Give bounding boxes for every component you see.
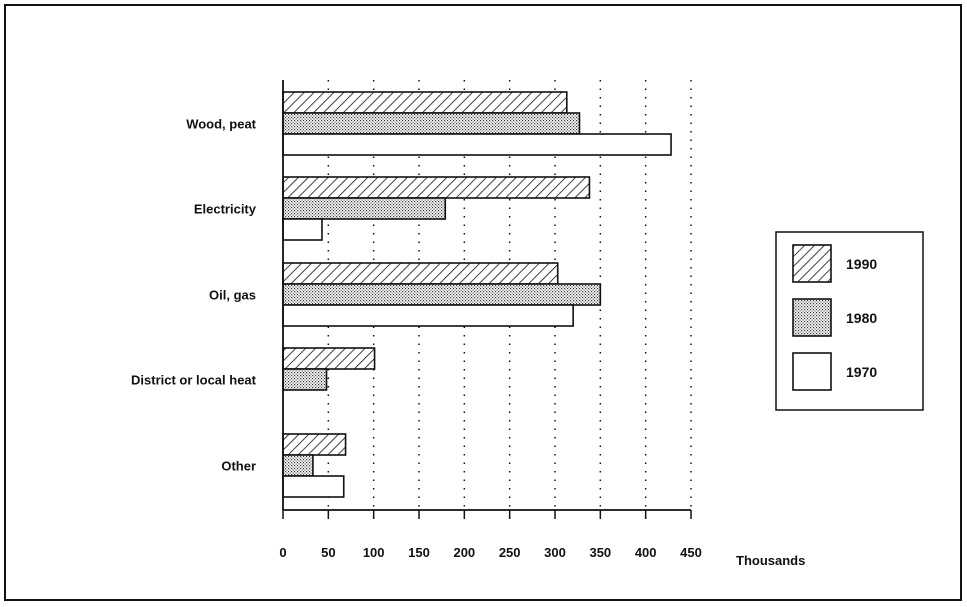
x-tick-labels: 0 50 100 150 200 250 300 350 400 450: [279, 545, 701, 560]
bar-1990-0: [282, 91, 568, 114]
bar-1970-1: [282, 218, 323, 241]
bar-1990-4: [282, 433, 347, 456]
legend-swatch-1970: [792, 352, 832, 391]
x-tick-label-150: 150: [408, 545, 430, 560]
x-tick-label-50: 50: [321, 545, 335, 560]
x-tick-label-350: 350: [589, 545, 611, 560]
x-tick-label-300: 300: [544, 545, 566, 560]
bar-1970-0: [282, 133, 672, 156]
category-label-0: Wood, peat: [186, 117, 256, 132]
bar-1980-0: [282, 112, 581, 135]
bar-1990-1: [282, 176, 591, 199]
x-tick-label-450: 450: [680, 545, 702, 560]
category-labels: Wood, peat Electricity Oil, gas District or…: [131, 117, 257, 474]
x-tick-label-250: 250: [499, 545, 521, 560]
bar-1990-3: [282, 347, 376, 370]
x-tick-label-100: 100: [363, 545, 385, 560]
bar-1980-1: [282, 197, 447, 220]
category-label-1: Electricity: [194, 202, 257, 217]
bars: [282, 91, 672, 498]
category-label-2: Oil, gas: [209, 288, 256, 303]
bar-1970-2: [282, 304, 574, 327]
bar-1980-2: [282, 283, 602, 306]
bar-1990-2: [282, 262, 559, 285]
legend-label-1990: 1990: [846, 256, 877, 272]
bar-1980-3: [282, 368, 328, 391]
legend: 1990 1980 1970: [775, 231, 924, 411]
x-tick-label-200: 200: [453, 545, 475, 560]
category-label-3: District or local heat: [131, 373, 257, 388]
bar-1980-4: [282, 454, 314, 477]
x-axis-unit-label: Thousands: [736, 553, 805, 568]
category-label-4: Other: [221, 459, 256, 474]
legend-label-1980: 1980: [846, 310, 877, 326]
axes: [282, 80, 692, 519]
bar-1970-4: [282, 475, 345, 498]
x-tick-label-400: 400: [635, 545, 657, 560]
legend-label-1970: 1970: [846, 364, 877, 380]
legend-swatch-1980: [792, 298, 832, 337]
x-tick-label-0: 0: [279, 545, 286, 560]
legend-swatch-1990: [792, 244, 832, 283]
